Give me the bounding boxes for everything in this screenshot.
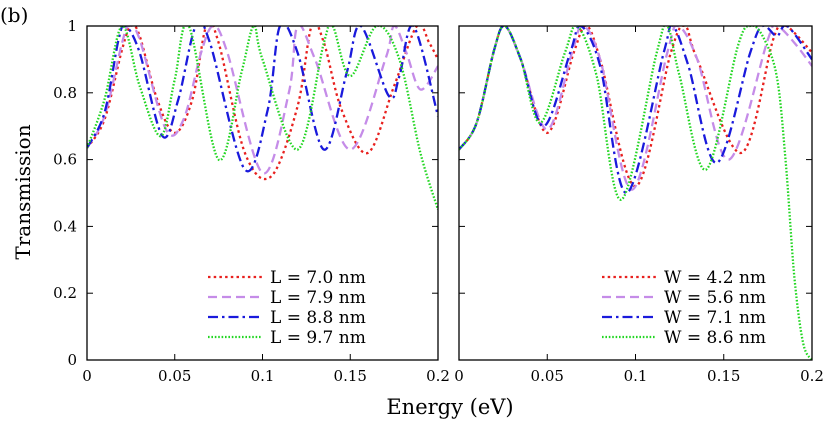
series-line-4 <box>87 26 438 211</box>
plot-frame <box>86 25 439 361</box>
y-tick-label: 1 <box>67 17 77 35</box>
legend: L = 7.0 nmL = 7.9 nmL = 8.8 nmL = 9.7 nm <box>208 268 366 348</box>
x-tick-label: 0.1 <box>251 367 275 385</box>
legend-label: W = 5.6 nm <box>664 288 766 308</box>
series-line-3 <box>87 26 438 173</box>
x-tick-label: 0.15 <box>707 367 740 385</box>
legend: W = 4.2 nmW = 5.6 nmW = 7.1 nmW = 8.6 nm <box>602 268 766 348</box>
legend-label: W = 7.1 nm <box>664 308 766 328</box>
legend-label: W = 4.2 nm <box>664 268 766 288</box>
x-tick-label: 0 <box>454 367 464 385</box>
legend-label: L = 8.8 nm <box>270 308 366 328</box>
y-tick-label: 0.6 <box>53 151 77 169</box>
x-tick-label: 0.2 <box>800 367 824 385</box>
legend-label: W = 8.6 nm <box>664 328 766 348</box>
x-tick-label: 0.05 <box>531 367 564 385</box>
x-tick-label: 0.15 <box>334 367 367 385</box>
right-panel: 0 0.05 0.1 0.15 0.2 W = 4.2 nmW = 5.6 nmW = 7… <box>454 25 824 385</box>
panel-label: (b) <box>0 3 28 27</box>
series-line-3 <box>459 26 812 195</box>
series-group <box>87 26 438 211</box>
x-tick-label: 0.2 <box>426 367 450 385</box>
legend-label: L = 7.0 nm <box>270 268 366 288</box>
y-tick-label: 0.2 <box>53 284 77 302</box>
series-line-2 <box>87 26 438 175</box>
series-line-1 <box>459 26 812 188</box>
left-panel: 0 0.05 0.1 0.15 0.200.20.40.60.81L = 7.0 nmL… <box>53 17 450 385</box>
y-tick-label: 0 <box>67 351 77 369</box>
series-line-1 <box>87 26 438 181</box>
series-line-2 <box>459 26 812 191</box>
x-tick-label: 0 <box>82 367 92 385</box>
y-tick-label: 0.8 <box>53 84 77 102</box>
x-tick-label: 0.05 <box>158 367 191 385</box>
legend-label: L = 9.7 nm <box>270 328 366 348</box>
y-axis-label: Transmission <box>11 124 35 259</box>
legend-label: L = 7.9 nm <box>270 288 366 308</box>
y-tick-label: 0.4 <box>53 217 77 235</box>
x-tick-label: 0.1 <box>624 367 648 385</box>
x-axis-label: Energy (eV) <box>386 395 513 419</box>
